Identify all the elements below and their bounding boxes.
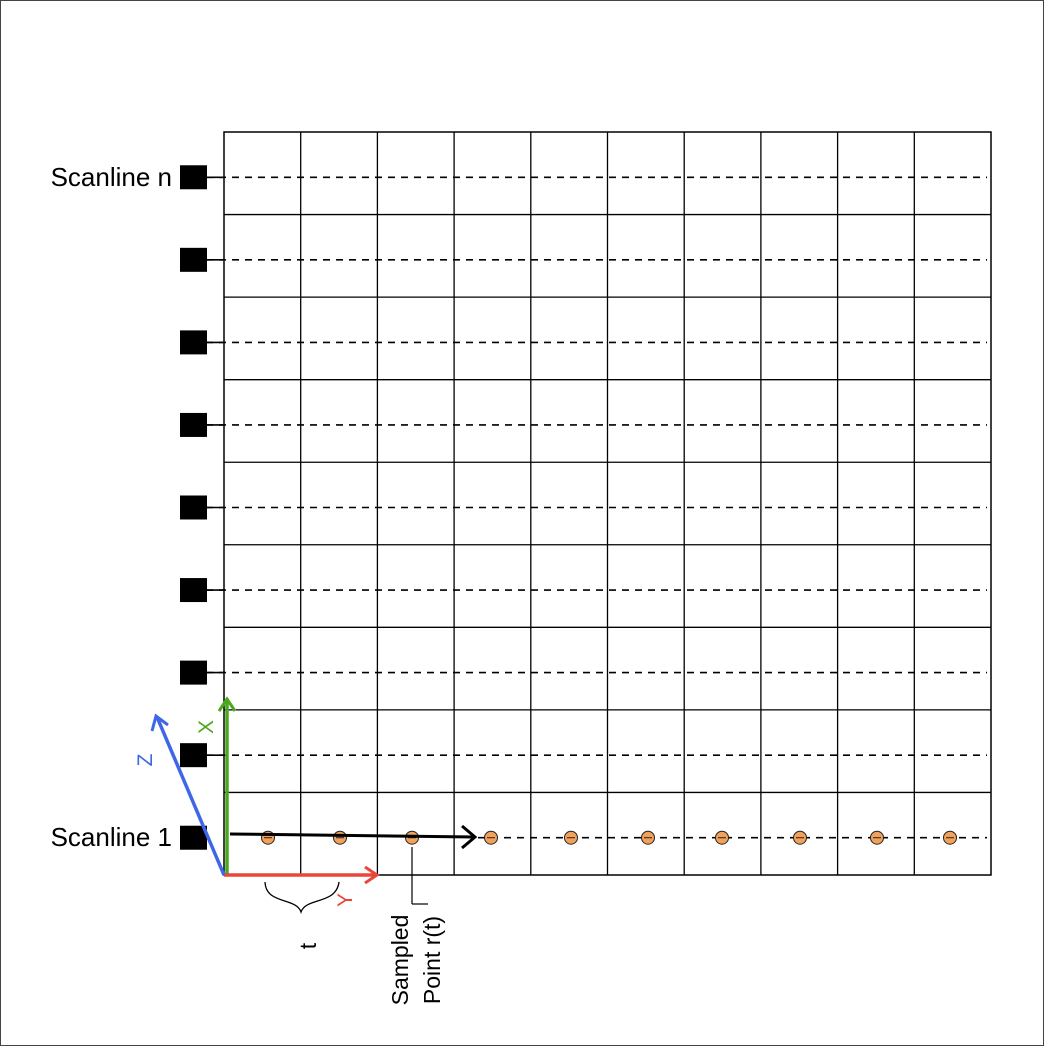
scanline-marker xyxy=(180,743,207,768)
scan-direction-arrow xyxy=(229,824,478,850)
axis-y-label: Y xyxy=(334,893,357,907)
scanline-marker xyxy=(180,495,207,520)
sampled-points xyxy=(261,830,957,845)
interval-label: t xyxy=(295,942,321,949)
interval-brace xyxy=(264,881,340,915)
sampled-point-label-line1: Sampled xyxy=(387,915,413,1006)
scanline-marker xyxy=(180,330,207,355)
scanline-rows xyxy=(200,176,987,839)
axis-x-arrow xyxy=(217,696,237,874)
scanline-marker xyxy=(180,412,207,437)
axis-z-arrow xyxy=(150,713,226,876)
scanline-marker xyxy=(180,165,207,190)
sampled-point-label-line2: Point r(t) xyxy=(419,916,445,1004)
scanline-markers xyxy=(180,165,207,850)
scanline-1-label: Scanline 1 xyxy=(51,822,172,852)
scanline-marker xyxy=(180,247,207,272)
scanline-n-label: Scanline n xyxy=(51,162,172,192)
scanline-marker xyxy=(180,660,207,685)
axis-x-label: X xyxy=(195,720,218,734)
scanline-marker xyxy=(180,825,207,850)
scan-grid xyxy=(223,131,992,876)
axis-y-arrow xyxy=(224,865,380,885)
scanline-marker xyxy=(180,578,207,603)
axis-z-label: Z xyxy=(134,753,157,766)
